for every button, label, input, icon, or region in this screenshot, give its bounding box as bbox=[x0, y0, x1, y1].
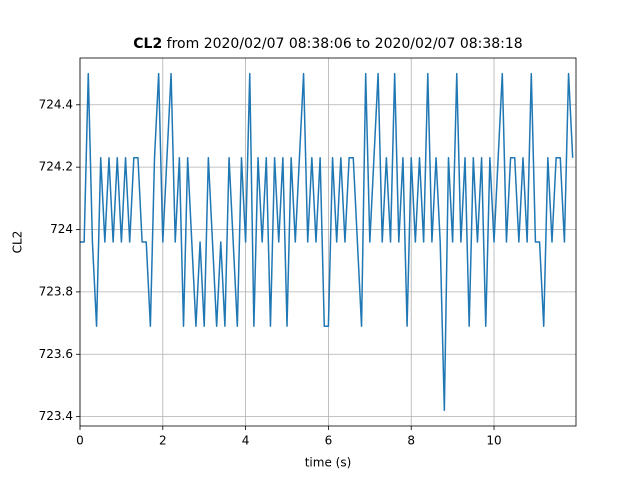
y-tick-label: 723.4 bbox=[39, 409, 73, 423]
y-axis-label: CL2 bbox=[11, 231, 25, 254]
chart-title: CL2 from 2020/02/07 08:38:06 to 2020/02/… bbox=[133, 36, 522, 52]
x-tick-label: 8 bbox=[407, 434, 415, 448]
y-tick-label: 724.2 bbox=[39, 160, 73, 174]
x-tick-label: 10 bbox=[486, 434, 501, 448]
plot-frame bbox=[79, 57, 577, 427]
y-tick-label: 723.6 bbox=[39, 347, 73, 361]
y-tick-label: 723.8 bbox=[39, 284, 73, 298]
x-axis-label: time (s) bbox=[305, 456, 352, 470]
y-tick-label: 724 bbox=[50, 222, 73, 236]
title-bold: CL2 bbox=[133, 36, 162, 52]
x-tick-label: 4 bbox=[242, 434, 250, 448]
x-tick-label: 0 bbox=[76, 434, 84, 448]
title-rest: from 2020/02/07 08:38:06 to 2020/02/07 0… bbox=[167, 36, 523, 52]
y-tick-label: 724.4 bbox=[39, 97, 73, 111]
x-tick-label: 6 bbox=[325, 434, 333, 448]
data-line bbox=[80, 72, 574, 412]
x-tick-label: 2 bbox=[159, 434, 167, 448]
